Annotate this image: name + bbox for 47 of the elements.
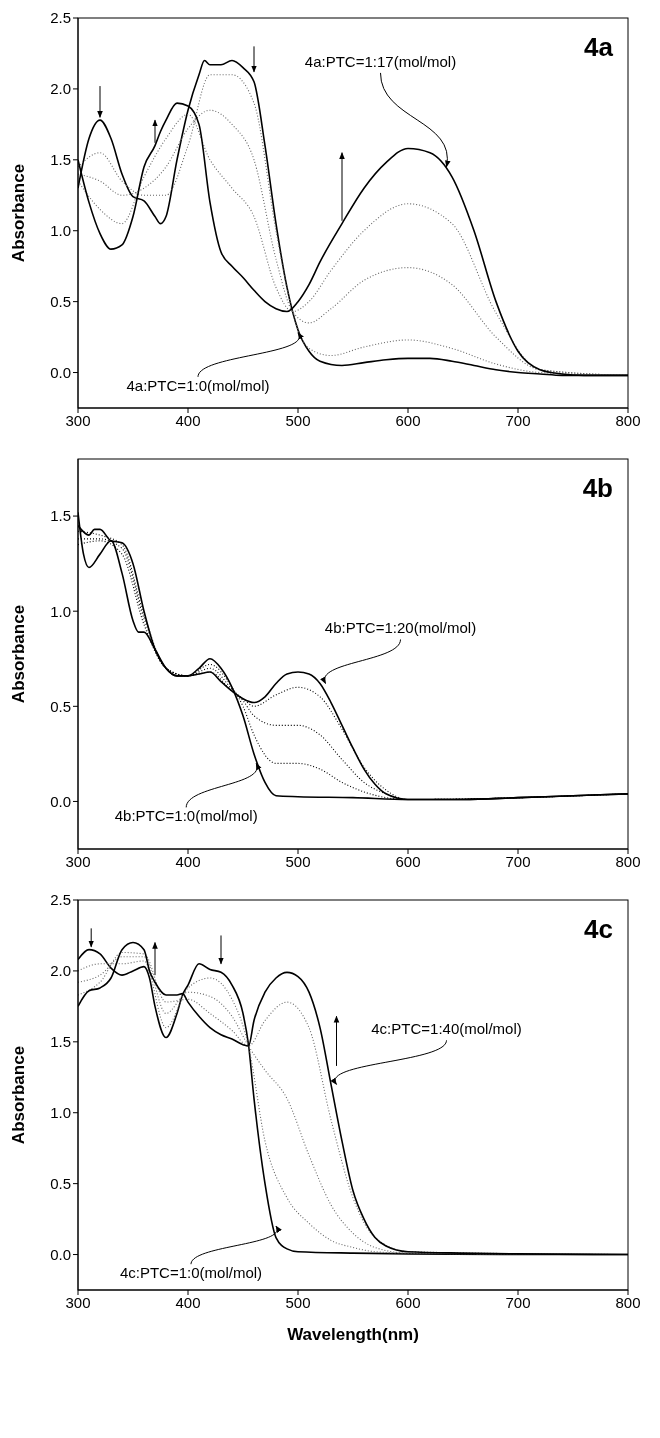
y-tick-label: 1.5 [50,151,71,169]
y-axis-title: Absorbance [9,163,29,263]
x-tick-label: 400 [175,852,201,870]
y-tick-label: 2.0 [50,80,71,98]
y-tick-label: 1.5 [50,507,71,525]
annotation: 4c:PTC=1:40(mol/mol) [371,1020,522,1038]
y-tick-label: 1.0 [50,222,71,240]
y-tick-label: 0.5 [50,1174,71,1192]
y-tick-label: 1.0 [50,602,71,620]
annotation: 4c:PTC=1:0(mol/mol) [119,1264,263,1282]
x-tick-label: 800 [615,411,641,429]
x-tick-label: 600 [395,852,421,870]
y-tick-label: 0.0 [50,792,71,810]
x-tick-label: 500 [285,1293,311,1311]
x-tick-label: 300 [65,1293,91,1311]
x-tick-label: 400 [175,1293,201,1311]
y-tick-label: 1.5 [50,1033,71,1051]
x-tick-label: 400 [175,411,201,429]
annotation: 4b [582,473,613,503]
annotation: 4a [584,32,614,62]
y-tick-label: 0.0 [50,363,71,381]
x-tick-label: 500 [285,852,311,870]
x-tick-label: 300 [65,411,91,429]
annotation: 4c [584,914,613,944]
x-tick-label: 700 [505,411,531,429]
x-tick-label: 700 [505,852,531,870]
y-tick-label: 2.0 [50,962,71,980]
y-axis-title: Absorbance [9,604,29,704]
annotation: 4a:PTC=1:0(mol/mol) [126,376,270,394]
annotation: 4a:PTC=1:17(mol/mol) [304,52,457,70]
x-tick-label: 600 [395,1293,421,1311]
x-axis-title: Wavelength(nm) [287,1325,419,1344]
y-axis-title: Absorbance [9,1045,29,1145]
x-tick-label: 800 [615,852,641,870]
x-tick-label: 500 [285,411,311,429]
y-tick-label: 0.5 [50,697,71,715]
y-tick-label: 2.5 [50,891,71,909]
y-tick-label: 0.5 [50,292,71,310]
x-tick-label: 800 [615,1293,641,1311]
x-tick-label: 300 [65,852,91,870]
y-tick-label: 0.0 [50,1245,71,1263]
annotation: 4b:PTC=1:20(mol/mol) [324,619,477,637]
x-tick-label: 700 [505,1293,531,1311]
x-tick-label: 600 [395,411,421,429]
y-tick-label: 1.0 [50,1104,71,1122]
annotation: 4b:PTC=1:0(mol/mol) [114,807,258,825]
y-tick-label: 2.5 [50,9,71,27]
